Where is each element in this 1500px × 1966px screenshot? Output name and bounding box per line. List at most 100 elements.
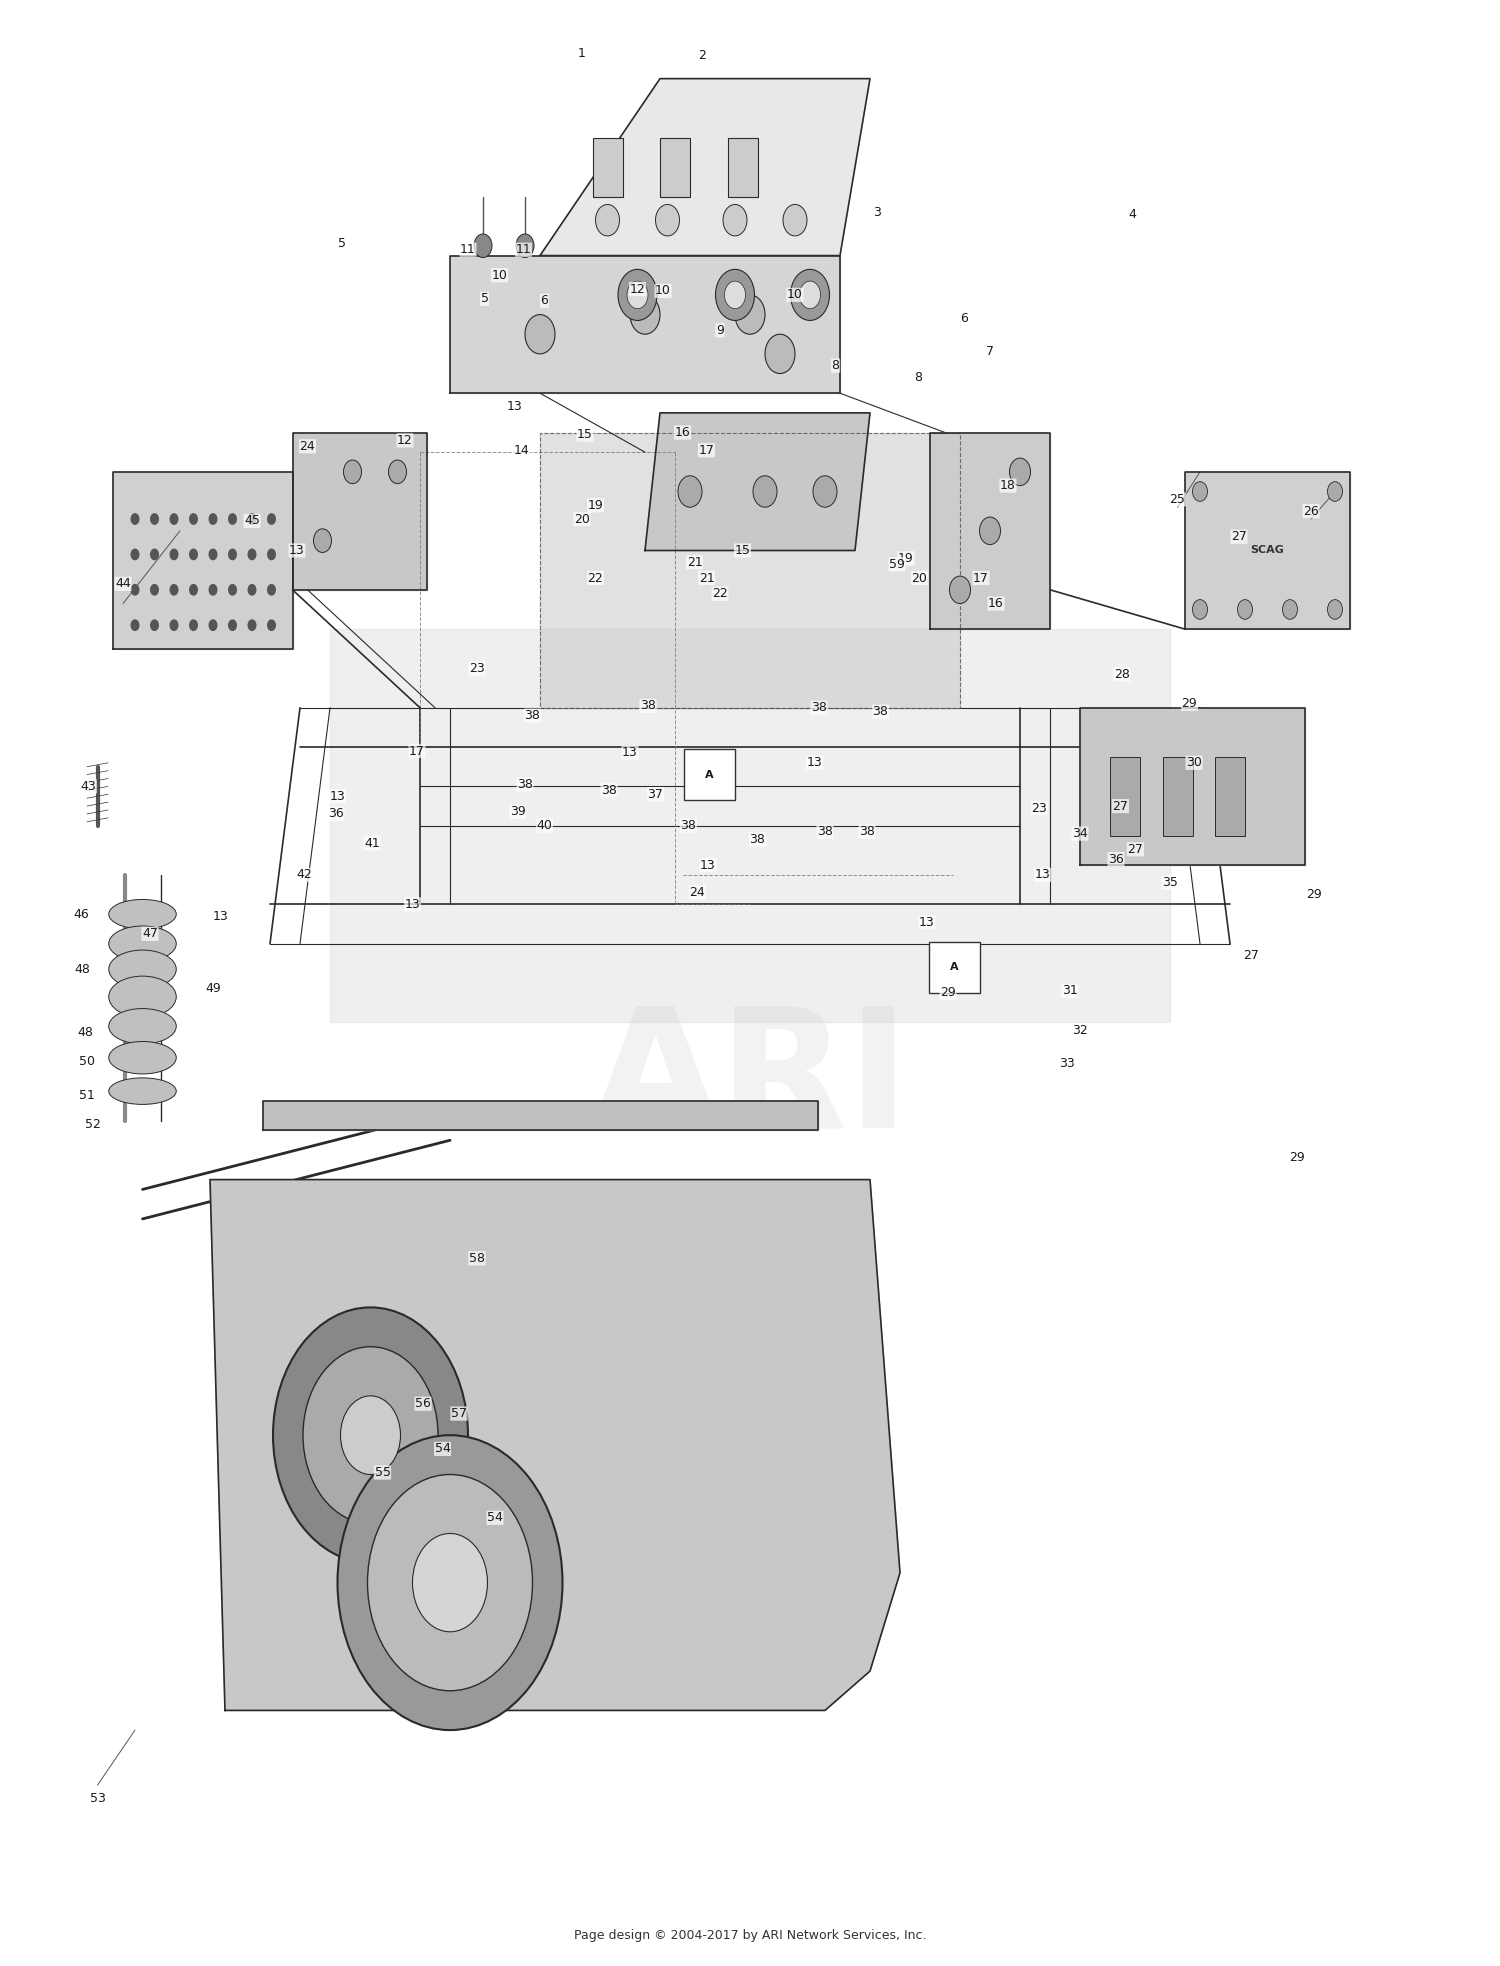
Circle shape: [474, 234, 492, 258]
Text: 38: 38: [750, 834, 765, 845]
Text: 38: 38: [681, 820, 696, 832]
Circle shape: [209, 549, 218, 560]
Text: 31: 31: [1062, 985, 1077, 997]
Text: 29: 29: [940, 987, 956, 999]
Circle shape: [130, 549, 140, 560]
Text: 22: 22: [712, 588, 728, 600]
Ellipse shape: [108, 1077, 177, 1105]
Text: 21: 21: [687, 556, 702, 568]
Text: 27: 27: [1113, 800, 1128, 812]
Text: 16: 16: [675, 427, 690, 438]
Circle shape: [344, 460, 362, 484]
Circle shape: [267, 549, 276, 560]
Text: 27: 27: [1128, 843, 1143, 855]
Text: 53: 53: [90, 1793, 105, 1805]
Bar: [1110, 757, 1140, 836]
Text: 17: 17: [699, 444, 714, 456]
Text: 40: 40: [537, 820, 552, 832]
FancyBboxPatch shape: [684, 749, 735, 800]
Circle shape: [267, 619, 276, 631]
Ellipse shape: [108, 977, 177, 1018]
Text: 48: 48: [78, 1026, 93, 1038]
Text: 50: 50: [80, 1056, 94, 1068]
Circle shape: [209, 584, 218, 596]
Circle shape: [130, 619, 140, 631]
Circle shape: [189, 584, 198, 596]
Text: 3: 3: [873, 206, 882, 218]
Text: 10: 10: [656, 285, 670, 297]
Circle shape: [950, 576, 970, 604]
Bar: [592, 138, 622, 197]
Text: 19: 19: [588, 499, 603, 511]
Text: 13: 13: [807, 757, 822, 769]
Text: A: A: [705, 769, 714, 781]
Circle shape: [630, 295, 660, 334]
Text: 58: 58: [470, 1252, 484, 1264]
Text: 38: 38: [812, 702, 826, 714]
Text: 59: 59: [890, 558, 904, 570]
Circle shape: [413, 1533, 488, 1632]
Circle shape: [189, 549, 198, 560]
Text: 12: 12: [398, 434, 412, 446]
Circle shape: [1010, 458, 1031, 486]
Circle shape: [314, 529, 332, 552]
Circle shape: [170, 513, 178, 525]
Circle shape: [388, 460, 406, 484]
Bar: [728, 138, 758, 197]
Circle shape: [303, 1347, 438, 1524]
Circle shape: [723, 204, 747, 236]
Circle shape: [656, 204, 680, 236]
Text: 19: 19: [898, 552, 914, 564]
Text: 29: 29: [1182, 698, 1197, 710]
Text: 56: 56: [416, 1398, 430, 1410]
Text: 20: 20: [574, 513, 590, 525]
Text: 38: 38: [640, 700, 656, 712]
Polygon shape: [450, 256, 840, 393]
Polygon shape: [645, 413, 870, 550]
Polygon shape: [540, 433, 960, 708]
Circle shape: [248, 549, 256, 560]
Ellipse shape: [108, 1009, 177, 1044]
Bar: [1215, 757, 1245, 836]
Text: 13: 13: [405, 898, 420, 910]
Text: 20: 20: [912, 572, 927, 584]
Ellipse shape: [108, 900, 177, 928]
Text: 38: 38: [525, 710, 540, 722]
Circle shape: [790, 269, 830, 320]
Text: 27: 27: [1232, 531, 1246, 543]
Text: 37: 37: [648, 788, 663, 800]
Text: 17: 17: [410, 745, 424, 757]
Text: 4: 4: [1128, 208, 1137, 220]
Polygon shape: [930, 433, 1050, 629]
Text: 29: 29: [1290, 1152, 1305, 1164]
Text: 27: 27: [1244, 950, 1258, 961]
Text: 46: 46: [74, 908, 88, 920]
Text: 11: 11: [460, 244, 476, 256]
Text: 30: 30: [1186, 757, 1202, 769]
Circle shape: [1328, 600, 1342, 619]
Text: 2: 2: [698, 49, 706, 61]
Polygon shape: [112, 472, 292, 649]
Text: 52: 52: [86, 1119, 100, 1130]
Circle shape: [1192, 482, 1208, 501]
Text: 17: 17: [974, 572, 988, 584]
Text: 38: 38: [873, 706, 888, 718]
Circle shape: [1192, 600, 1208, 619]
Text: 57: 57: [452, 1408, 466, 1419]
Text: 13: 13: [507, 401, 522, 413]
Circle shape: [130, 513, 140, 525]
Circle shape: [783, 204, 807, 236]
Text: 5: 5: [480, 293, 489, 305]
Circle shape: [150, 619, 159, 631]
Text: 38: 38: [602, 784, 616, 796]
Circle shape: [735, 295, 765, 334]
Text: 6: 6: [960, 313, 969, 324]
Circle shape: [618, 269, 657, 320]
Text: 8: 8: [914, 372, 922, 383]
Text: 41: 41: [364, 838, 380, 849]
Text: 5: 5: [338, 238, 346, 250]
Circle shape: [627, 281, 648, 309]
Text: 28: 28: [1114, 668, 1130, 680]
Text: 45: 45: [244, 515, 260, 527]
Text: 23: 23: [470, 663, 484, 674]
